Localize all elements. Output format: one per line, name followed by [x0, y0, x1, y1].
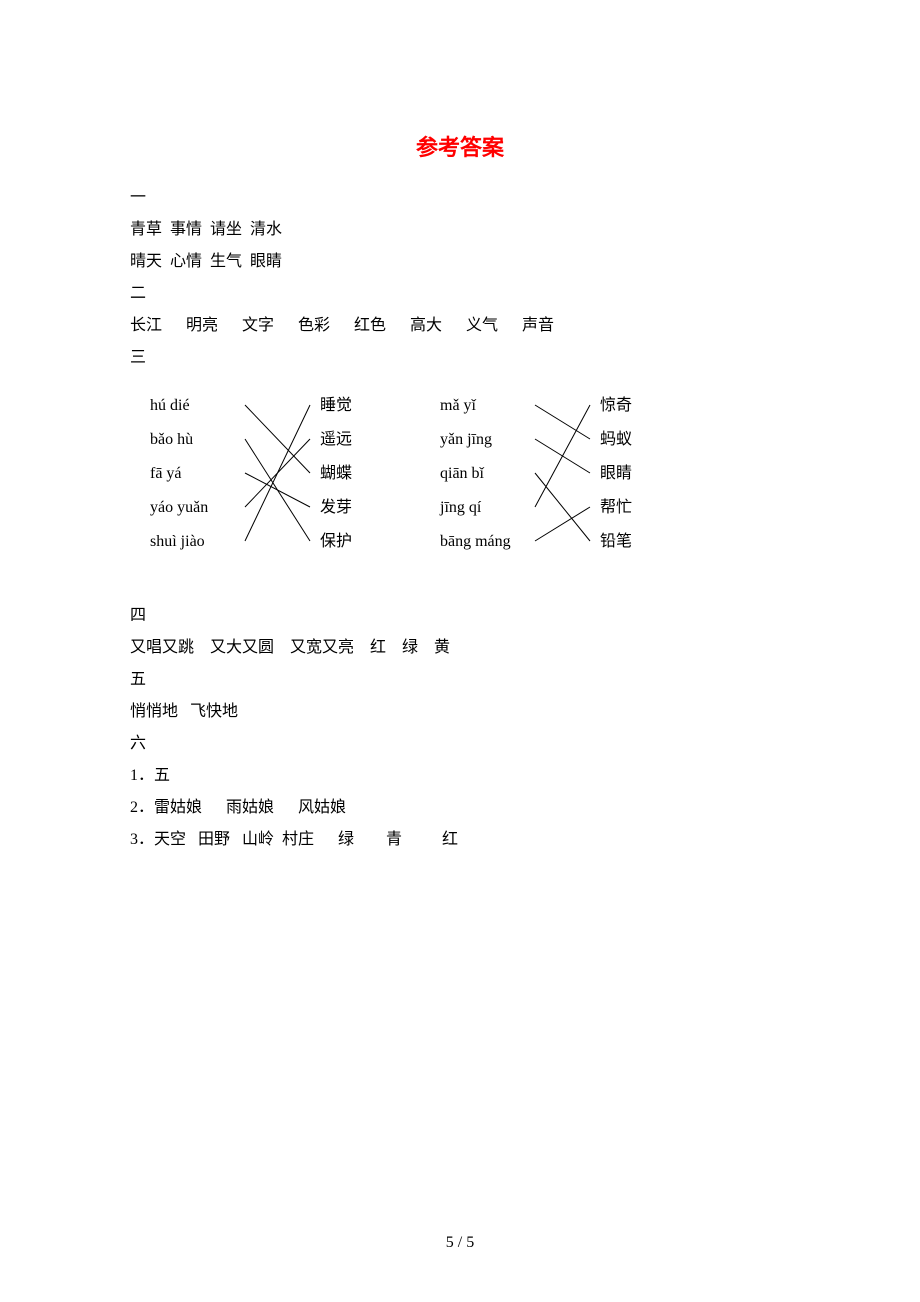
svg-text:bāng máng: bāng máng — [440, 533, 511, 550]
svg-text:yáo yuǎn: yáo yuǎn — [150, 499, 208, 516]
svg-text:眼睛: 眼睛 — [600, 464, 632, 482]
svg-text:保护: 保护 — [320, 532, 352, 550]
section-5-line: 悄悄地 飞快地 — [130, 696, 790, 728]
svg-text:发芽: 发芽 — [320, 498, 352, 516]
svg-text:shuì jiào: shuì jiào — [150, 533, 205, 550]
svg-text:遥远: 遥远 — [320, 430, 352, 448]
page-number: 5 / 5 — [0, 1234, 920, 1252]
matching-diagram: hú dié bǎo hù fā yá yáo yuǎn shuì jiào 睡觉遥远蝴蝶… — [140, 392, 790, 582]
section-2-heading: 二 — [130, 278, 790, 310]
section-1-line-1: 青草 事情 请坐 清水 — [130, 214, 790, 246]
section-4-heading: 四 — [130, 600, 790, 632]
section-2-row: 长江 明亮 文字 色彩 红色 高大 义气 声音 — [130, 310, 790, 342]
svg-text:惊奇: 惊奇 — [600, 396, 632, 414]
section-6-item-2: 2．雷姑娘 雨姑娘 风姑娘 — [130, 792, 790, 824]
svg-text:铅笔: 铅笔 — [600, 532, 632, 550]
section-6-heading: 六 — [130, 728, 790, 760]
svg-text:yǎn jīng: yǎn jīng — [440, 431, 492, 448]
svg-text:蚂蚁: 蚂蚁 — [600, 430, 632, 448]
svg-text:jīng qí: jīng qí — [439, 499, 482, 516]
section-1-line-2: 晴天 心情 生气 眼睛 — [130, 246, 790, 278]
section-1-heading: 一 — [130, 182, 790, 214]
section-6-item-3: 3．天空 田野 山岭 村庄 绿 青 红 — [130, 824, 790, 856]
svg-text:qiān bǐ: qiān bǐ — [440, 465, 485, 482]
svg-text:bǎo hù: bǎo hù — [150, 431, 193, 448]
svg-text:帮忙: 帮忙 — [600, 498, 632, 516]
svg-text:睡觉: 睡觉 — [320, 396, 352, 414]
svg-text:mǎ yǐ: mǎ yǐ — [440, 397, 477, 414]
section-5-heading: 五 — [130, 664, 790, 696]
section-6-item-1: 1．五 — [130, 760, 790, 792]
svg-text:fā yá: fā yá — [150, 465, 182, 482]
answer-key-title: 参考答案 — [130, 130, 790, 162]
section-3-heading: 三 — [130, 342, 790, 374]
svg-text:hú dié: hú dié — [150, 397, 190, 414]
svg-text:蝴蝶: 蝴蝶 — [320, 464, 352, 482]
section-4-row: 又唱又跳 又大又圆 又宽又亮 红 绿 黄 — [130, 632, 790, 664]
